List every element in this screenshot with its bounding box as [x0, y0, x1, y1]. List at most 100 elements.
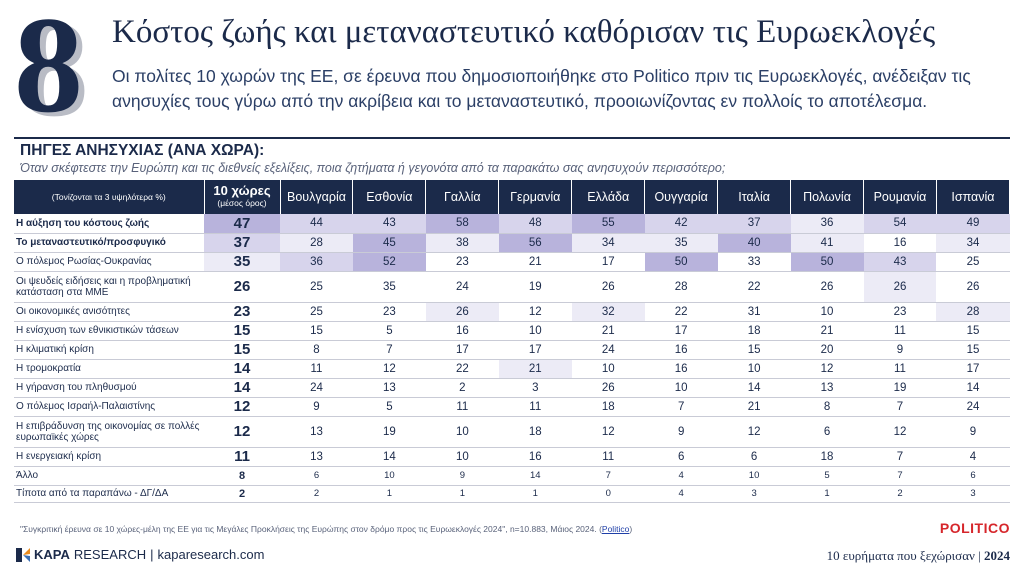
value-cell: 8 [790, 397, 864, 417]
value-cell: 14 [936, 378, 1010, 398]
table-header-row: (Τονίζονται τα 3 υψηλότερα %) 10 χώρες (… [14, 180, 1011, 214]
value-cell: 50 [790, 252, 864, 272]
value-cell: 54 [863, 214, 937, 234]
value-cell: 4 [644, 466, 718, 486]
value-cell: 9 [863, 340, 937, 360]
series-name: 10 ευρήματα που ξεχώρισαν [826, 548, 975, 563]
value-cell: 35 [644, 233, 718, 253]
average-header-label: 10 χώρες [213, 183, 271, 198]
value-cell: 50 [644, 252, 718, 272]
value-cell: 37 [717, 214, 791, 234]
finding-number: 8 [14, 0, 83, 141]
value-cell: 23 [863, 302, 937, 322]
value-cell: 11 [571, 447, 645, 467]
value-cell: 1 [352, 485, 426, 503]
value-cell: 9 [936, 416, 1010, 448]
value-cell: 9 [425, 466, 499, 486]
kapa-name-rest: RESEARCH [73, 547, 147, 562]
row-label: Οι ψευδείς ειδήσεις και η προβληματική κ… [14, 271, 204, 303]
value-cell: 21 [717, 397, 791, 417]
politico-logo: POLITICO [939, 520, 1010, 536]
value-cell: 25 [280, 271, 353, 303]
series-footer: 10 ευρήματα που ξεχώρισαν | 2024 [826, 548, 1010, 563]
value-cell: 24 [280, 378, 353, 398]
value-cell: 14 [498, 466, 572, 486]
value-cell: 34 [936, 233, 1010, 253]
value-cell: 7 [863, 447, 937, 467]
table-row: Η επιβράδυνση της οικονομίας σε πολλές ε… [14, 416, 1010, 448]
value-cell: 26 [790, 271, 864, 303]
highlight-note: (Τονίζονται τα 3 υψηλότερα %) [14, 180, 205, 214]
table-row: Ο πόλεμος Ισραήλ-Παλαιστίνης 12 9 5 11 11 18 7 2… [14, 397, 1010, 417]
table-row: Η τρομοκρατία 14 11 12 22 21 10 16 10 12 11 17 [14, 359, 1010, 379]
table-body: Η αύξηση του κόστους ζωής 47 44 43 58 48 55 42 3… [14, 214, 1010, 503]
value-cell: 11 [280, 359, 353, 379]
table-row: Η αύξηση του κόστους ζωής 47 44 43 58 48 55 42 3… [14, 214, 1010, 234]
value-cell: 10 [571, 359, 645, 379]
row-label: Το μεταναστευτικό/προσφυγικό [14, 233, 204, 253]
table-row: Η ενεργειακή κρίση 11 13 14 10 16 11 6 6 18 7 4 [14, 447, 1010, 467]
average-header: 10 χώρες (μέσος όρος) [204, 180, 281, 214]
value-cell: 16 [425, 321, 499, 341]
value-cell: 49 [936, 214, 1010, 234]
average-cell: 35 [204, 252, 280, 272]
value-cell: 32 [571, 302, 645, 322]
value-cell: 15 [936, 321, 1010, 341]
country-header: Ισπανία [936, 180, 1011, 214]
value-cell: 42 [644, 214, 718, 234]
data-table: (Τονίζονται τα 3 υψηλότερα %) 10 χώρες (… [14, 180, 1011, 503]
value-cell: 24 [425, 271, 499, 303]
value-cell: 7 [571, 466, 645, 486]
value-cell: 11 [863, 359, 937, 379]
value-cell: 12 [863, 416, 937, 448]
average-cell: 2 [204, 485, 280, 503]
average-cell: 37 [204, 233, 280, 253]
value-cell: 15 [936, 340, 1010, 360]
value-cell: 13 [280, 447, 353, 467]
value-cell: 15 [280, 321, 353, 341]
value-cell: 45 [352, 233, 426, 253]
value-cell: 16 [498, 447, 572, 467]
value-cell: 33 [717, 252, 791, 272]
value-cell: 17 [498, 340, 572, 360]
row-label: Ο πόλεμος Ρωσίας-Ουκρανίας [14, 252, 204, 272]
value-cell: 48 [498, 214, 572, 234]
value-cell: 6 [790, 416, 864, 448]
value-cell: 1 [790, 485, 864, 503]
row-label: Άλλο [14, 466, 204, 486]
series-year: 2024 [984, 548, 1010, 563]
country-header: Ιταλία [717, 180, 792, 214]
value-cell: 10 [498, 321, 572, 341]
average-cell: 26 [204, 271, 280, 303]
average-cell: 11 [204, 447, 280, 467]
average-cell: 47 [204, 214, 280, 234]
value-cell: 2 [280, 485, 353, 503]
value-cell: 35 [352, 271, 426, 303]
table-row: Η ενίσχυση των εθνικιστικών τάσεων 15 15 5 1… [14, 321, 1010, 341]
row-label: Η ενίσχυση των εθνικιστικών τάσεων [14, 321, 204, 341]
value-cell: 20 [790, 340, 864, 360]
country-header: Ελλάδα [571, 180, 646, 214]
country-header: Βουλγαρία [280, 180, 354, 214]
value-cell: 10 [790, 302, 864, 322]
value-cell: 13 [790, 378, 864, 398]
row-label: Ο πόλεμος Ισραήλ-Παλαιστίνης [14, 397, 204, 417]
row-label: Η γήρανση του πληθυσμού [14, 378, 204, 398]
value-cell: 18 [790, 447, 864, 467]
value-cell: 9 [280, 397, 353, 417]
value-cell: 11 [425, 397, 499, 417]
value-cell: 34 [571, 233, 645, 253]
value-cell: 28 [644, 271, 718, 303]
table-row: Ο πόλεμος Ρωσίας-Ουκρανίας 35 36 52 23 21 17 50… [14, 252, 1010, 272]
country-header: Ουγγαρία [644, 180, 719, 214]
value-cell: 6 [644, 447, 718, 467]
value-cell: 3 [717, 485, 791, 503]
value-cell: 7 [352, 340, 426, 360]
table-row: Τίποτα από τα παραπάνω - ΔΓ/ΔΑ 2 2 1 1 1 0 4 3 1 2… [14, 485, 1010, 503]
page-title: Κόστος ζωής και μεταναστευτικό καθόρισαν… [112, 14, 936, 50]
value-cell: 10 [717, 359, 791, 379]
row-label: Η τρομοκρατία [14, 359, 204, 379]
politico-source-link[interactable]: Politico [601, 524, 630, 534]
value-cell: 25 [280, 302, 353, 322]
country-header: Γαλλία [425, 180, 500, 214]
